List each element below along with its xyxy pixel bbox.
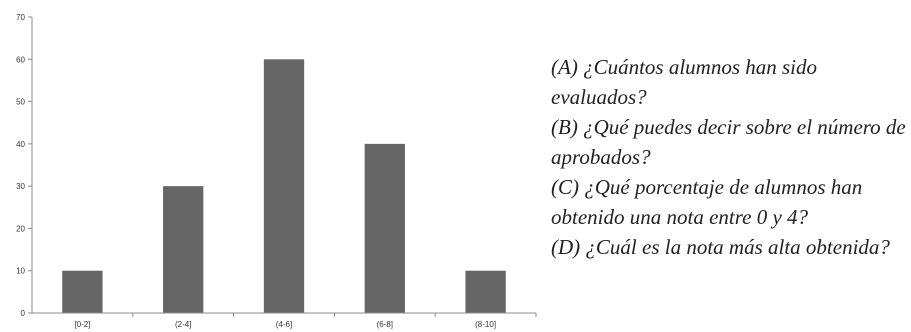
bar — [263, 59, 305, 314]
x-tick-label: [0-2] — [74, 320, 90, 329]
bar — [364, 143, 405, 313]
y-tick-label: 40 — [16, 140, 25, 149]
y-axis-ticks: 0 10 20 30 40 50 60 70 — [16, 13, 32, 318]
y-tick-label: 70 — [16, 13, 25, 22]
y-tick-label: 60 — [16, 55, 25, 64]
bar — [465, 270, 506, 313]
question-b: (B) ¿Qué puedes decir sobre el número de… — [551, 115, 906, 169]
histogram-chart: 0 10 20 30 40 50 60 70 [0-2] (2-4] (4-6] (6-8] (8-1… — [16, 13, 537, 329]
question-a: (A) ¿Cuántos alumnos han sido evaluados? — [551, 55, 818, 109]
question-d: (D) ¿Cuál es la nota más alta obtenida? — [551, 235, 890, 259]
x-tick-label: (2-4] — [175, 320, 191, 329]
y-tick-label: 20 — [16, 224, 25, 233]
y-tick-label: 0 — [21, 309, 26, 318]
x-tick-label: (6-8] — [377, 320, 393, 329]
bar — [163, 186, 204, 313]
x-axis-ticks: [0-2] (2-4] (4-6] (6-8] (8-10] — [74, 313, 537, 329]
question-c: (C) ¿Qué porcentaje de alumnos han obten… — [551, 175, 863, 229]
x-tick-label: (4-6] — [276, 320, 292, 329]
bar — [62, 270, 103, 313]
bars — [62, 59, 506, 314]
x-tick-label: (8-10] — [475, 320, 496, 329]
y-tick-label: 50 — [16, 98, 25, 107]
y-tick-label: 10 — [16, 267, 25, 276]
questions-block: (A) ¿Cuántos alumnos han sido evaluados?… — [551, 52, 907, 262]
axes — [31, 17, 536, 314]
y-tick-label: 30 — [16, 182, 25, 191]
